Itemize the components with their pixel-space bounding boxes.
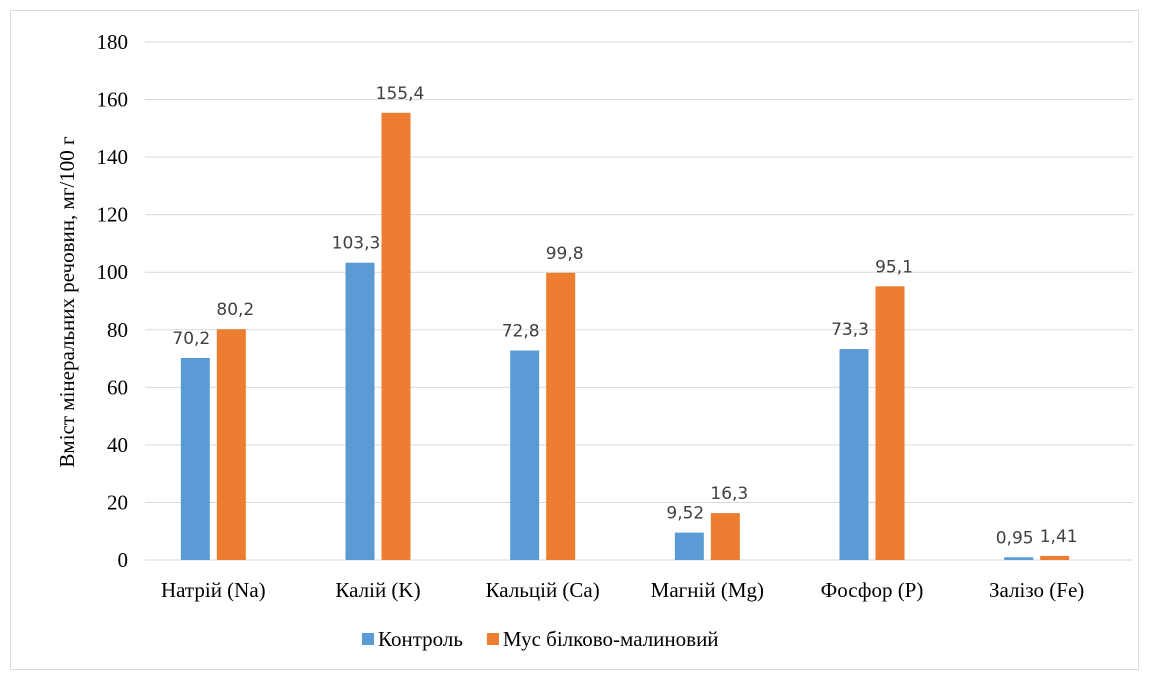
data-label: 72,8 <box>502 321 540 341</box>
y-tick-label: 180 <box>97 30 129 54</box>
bar-control <box>1004 557 1034 560</box>
data-label: 70,2 <box>172 329 210 349</box>
data-label: 155,4 <box>376 84 425 104</box>
bar-mousse <box>546 272 576 560</box>
data-labels: 70,2 80,2 103,3 155,4 72,8 99,8 9,52 16,3 73,3 95… <box>172 84 1077 548</box>
y-tick-label: 160 <box>97 88 129 112</box>
data-label: 80,2 <box>216 300 254 320</box>
data-label: 95,1 <box>875 257 913 277</box>
bar-control <box>839 349 869 560</box>
bar-control <box>674 532 704 560</box>
data-label: 103,3 <box>332 234 381 254</box>
bar-mousse <box>216 329 246 560</box>
x-category-label: Фосфор (P) <box>821 578 924 602</box>
x-category-label: Натрій (Na) <box>161 578 266 602</box>
bar-control <box>345 262 375 560</box>
legend: Контроль Мус білково-малиновий <box>362 627 719 651</box>
legend-label: Мус білково-малиновий <box>503 627 719 651</box>
data-label: 16,3 <box>710 484 748 504</box>
legend-label: Контроль <box>378 627 463 651</box>
data-label: 73,3 <box>831 320 869 340</box>
y-tick-label: 40 <box>107 433 128 457</box>
data-label: 1,41 <box>1040 527 1078 547</box>
bars <box>180 112 1070 560</box>
bar-mousse <box>381 112 411 560</box>
y-tick-label: 60 <box>107 375 128 399</box>
x-category-label: Кальцій (Ca) <box>486 578 600 602</box>
y-tick-label: 80 <box>107 318 128 342</box>
data-label: 99,8 <box>546 244 584 264</box>
y-tick-label: 20 <box>107 490 128 514</box>
bar-control <box>510 350 540 560</box>
bar-mousse <box>875 286 905 560</box>
bar-control <box>180 357 210 560</box>
y-tick-label: 0 <box>118 548 129 572</box>
data-label: 9,52 <box>666 504 704 524</box>
bar-mousse <box>710 513 740 560</box>
x-category-label: Залізо (Fe) <box>989 578 1084 602</box>
bar-mousse <box>1040 555 1070 560</box>
legend-swatch <box>486 633 499 645</box>
gridlines <box>145 41 1133 561</box>
y-tick-label: 100 <box>97 260 129 284</box>
x-axis-category-labels: Натрій (Na) Калій (K) Кальцій (Ca) Магній (… <box>161 578 1084 602</box>
data-label: 0,95 <box>996 528 1034 548</box>
y-axis-title: Вміст мінеральних речовин, мг/100 г <box>55 136 79 468</box>
y-axis-tick-labels: 0 20 40 60 80 100 120 140 160 180 <box>97 30 129 572</box>
x-category-label: Магній (Mg) <box>651 578 764 602</box>
y-tick-label: 120 <box>97 203 129 227</box>
legend-swatch <box>362 633 374 645</box>
y-tick-label: 140 <box>97 145 129 169</box>
x-category-label: Калій (K) <box>335 578 420 602</box>
